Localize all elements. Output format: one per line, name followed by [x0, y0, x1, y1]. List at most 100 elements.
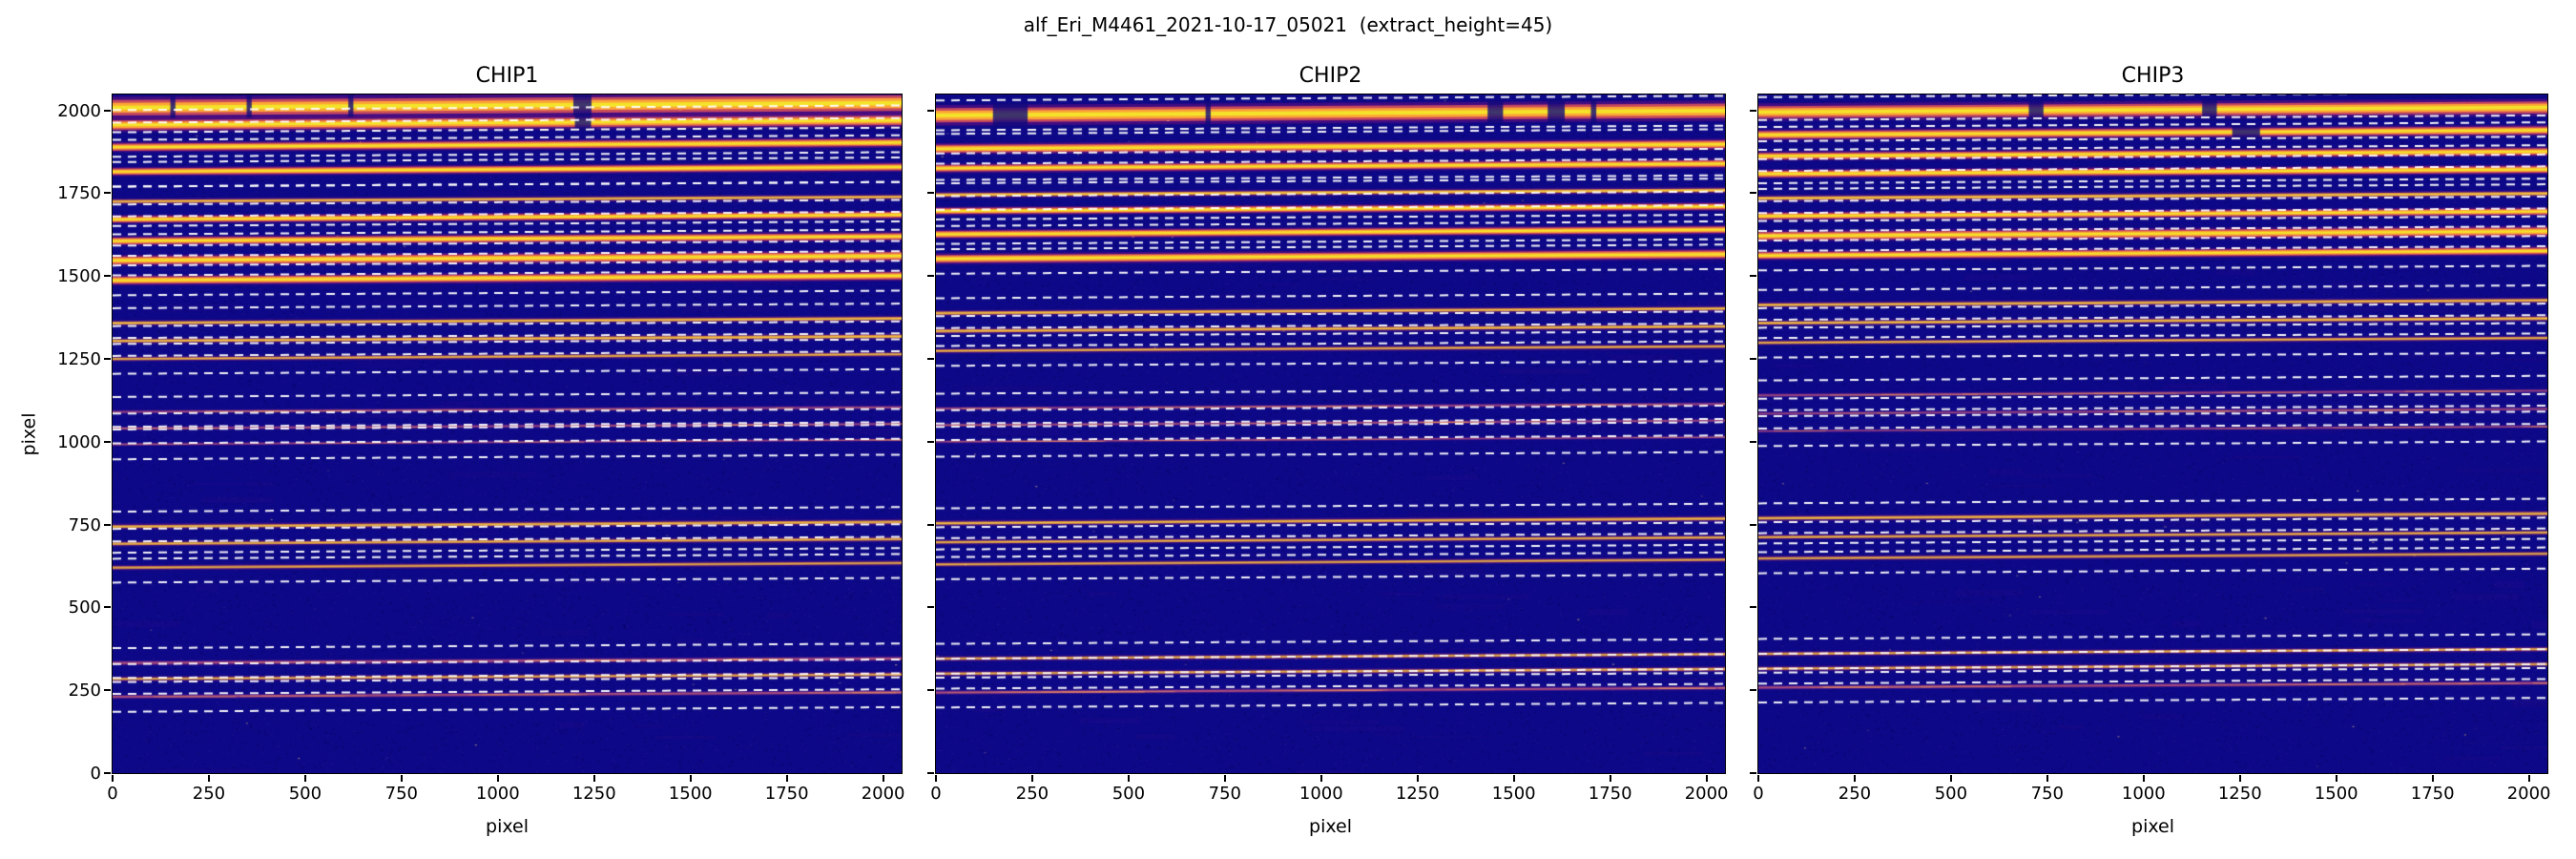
x-tick-label: 500 — [288, 784, 322, 804]
panel-chip2: CHIP2 pixel 0 250 500 750 1000 1250 1500 1750 20… — [927, 64, 1729, 837]
chip3-title: CHIP3 — [2121, 64, 2185, 88]
x-tick-label: 500 — [1934, 784, 1968, 804]
chip2-title: CHIP2 — [1298, 64, 1362, 88]
y-tick-label: 1750 — [57, 183, 101, 204]
y-tick — [1750, 275, 1756, 278]
y-tick-label: 1250 — [57, 349, 101, 370]
x-tick — [303, 775, 306, 782]
x-tick — [496, 775, 499, 782]
x-tick-label: 1250 — [1395, 784, 1440, 804]
x-tick-label: 1500 — [1491, 784, 1536, 804]
x-tick — [1127, 775, 1130, 782]
x-tick — [1030, 775, 1033, 782]
x-tick — [1609, 775, 1611, 782]
y-tick — [104, 358, 111, 361]
y-tick-label: 0 — [90, 764, 101, 784]
y-tick — [927, 689, 934, 692]
y-tick — [927, 192, 934, 195]
x-tick — [592, 775, 595, 782]
x-tick — [2335, 775, 2337, 782]
x-tick — [1223, 775, 1226, 782]
x-tick — [400, 775, 403, 782]
x-tick-label: 1750 — [764, 784, 809, 804]
x-tick — [207, 775, 210, 782]
x-tick-label: 250 — [1838, 784, 1872, 804]
panel-chip1: CHIP1 pixel 0 250 500 750 1000 1250 1500 1750 20… — [57, 64, 904, 837]
x-tick-label: 2000 — [1684, 784, 1729, 804]
y-tick-label: 2000 — [57, 100, 101, 121]
x-tick — [882, 775, 884, 782]
x-tick — [112, 775, 114, 782]
x-tick-label: 500 — [1111, 784, 1146, 804]
y-tick — [927, 772, 934, 774]
y-tick — [927, 523, 934, 526]
x-tick — [1757, 775, 1759, 782]
figure-suptitle: alf_Eri_M4461_2021-10-17_05021 (extract_… — [1023, 13, 1553, 36]
x-axis-label: pixel — [486, 816, 529, 837]
chip3-heatmap — [1758, 94, 2547, 773]
x-tick-label: 750 — [384, 784, 419, 804]
panel-chip3: CHIP3 pixel 0 250 500 750 1000 1250 1500 1750 20… — [1750, 64, 2551, 837]
y-tick — [104, 772, 111, 774]
x-tick — [2431, 775, 2434, 782]
y-tick-label: 750 — [68, 514, 101, 535]
x-tick — [1512, 775, 1515, 782]
x-tick-label: 750 — [2030, 784, 2065, 804]
x-tick — [785, 775, 788, 782]
y-tick — [927, 109, 934, 112]
x-tick-label: 2000 — [2506, 784, 2551, 804]
x-tick-label: 1250 — [571, 784, 616, 804]
x-axis-label: pixel — [1309, 816, 1352, 837]
x-tick — [1949, 775, 1952, 782]
x-tick-label: 750 — [1208, 784, 1242, 804]
x-tick-label: 0 — [1753, 784, 1764, 804]
y-tick — [104, 606, 111, 609]
x-tick-label: 1250 — [2217, 784, 2262, 804]
y-tick — [1750, 523, 1756, 526]
x-tick-label: 0 — [107, 784, 118, 804]
y-tick — [104, 440, 111, 443]
y-tick — [927, 358, 934, 361]
y-tick — [927, 275, 934, 278]
chip1-heatmap — [113, 94, 902, 773]
x-tick — [2142, 775, 2145, 782]
y-axis-label: pixel — [18, 412, 40, 456]
x-tick — [1853, 775, 1856, 782]
y-tick — [104, 275, 111, 278]
x-tick — [2238, 775, 2241, 782]
y-tick — [1750, 689, 1756, 692]
x-tick — [1416, 775, 1419, 782]
x-tick-label: 1750 — [2410, 784, 2455, 804]
x-tick-label: 1500 — [668, 784, 713, 804]
x-tick-label: 1750 — [1588, 784, 1632, 804]
x-tick — [2046, 775, 2048, 782]
x-tick — [935, 775, 937, 782]
y-tick — [104, 523, 111, 526]
x-tick — [2527, 775, 2530, 782]
y-tick — [104, 689, 111, 692]
y-tick — [1750, 109, 1756, 112]
y-tick — [927, 440, 934, 443]
x-tick-label: 0 — [930, 784, 942, 804]
y-tick — [1750, 772, 1756, 774]
x-axis-label: pixel — [2131, 816, 2174, 837]
x-tick — [1319, 775, 1322, 782]
x-tick-label: 250 — [192, 784, 226, 804]
chip2-heatmap — [936, 94, 1725, 773]
x-tick — [1705, 775, 1708, 782]
x-tick — [689, 775, 692, 782]
y-tick-label: 500 — [68, 597, 101, 618]
y-tick-label: 250 — [68, 681, 101, 702]
y-tick — [1750, 440, 1756, 443]
y-tick — [104, 192, 111, 195]
y-tick — [104, 109, 111, 112]
y-tick-label: 1000 — [57, 431, 101, 452]
y-tick — [927, 606, 934, 609]
x-tick-label: 1000 — [2121, 784, 2166, 804]
x-tick-label: 1500 — [2314, 784, 2358, 804]
chip1-title: CHIP1 — [475, 64, 539, 88]
y-tick-label: 1500 — [57, 266, 101, 287]
y-tick — [1750, 358, 1756, 361]
y-tick — [1750, 192, 1756, 195]
x-tick-label: 1000 — [1298, 784, 1343, 804]
